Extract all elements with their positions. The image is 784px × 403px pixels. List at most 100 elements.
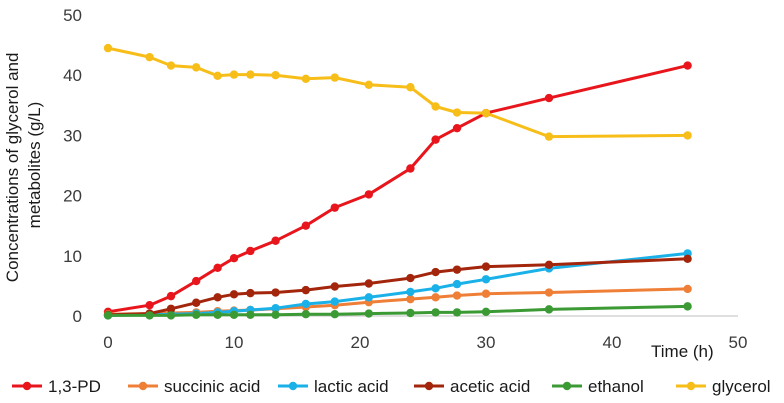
data-point-1-3-pd (229, 254, 239, 263)
data-point-acetic-acid (213, 293, 222, 302)
data-point-ethanol (406, 308, 415, 318)
legend-swatch-marker (22, 381, 32, 391)
data-point-succinic-acid (452, 291, 462, 300)
data-point-1-3-pd (145, 300, 154, 310)
data-point-acetic-acid (481, 262, 491, 271)
data-point-1-3-pd (683, 61, 692, 70)
series-line-glycerol (106, 46, 690, 139)
legend-label: 1,3-PD (48, 377, 101, 396)
legend: 1,3-PD succinic acid lactic acid acetic aci… (12, 377, 771, 396)
data-point-acetic-acid (452, 265, 462, 274)
plot-area: 0 10 20 30 40 50 0 10 20 30 40 50 (63, 6, 747, 352)
y-tick-labels: 0 10 20 30 40 50 (63, 6, 82, 326)
data-point-ethanol (192, 310, 201, 319)
legend-item-1-3-pd: 1,3-PD (12, 377, 101, 396)
x-tick-label: 20 (351, 333, 370, 352)
data-point-1-3-pd (246, 246, 255, 256)
legend-item-succinic-acid: succinic acid (128, 377, 260, 396)
data-point-ethanol (213, 310, 222, 319)
x-axis-title: Time (h) (651, 342, 714, 361)
y-axis-title-line-2: metabolites (g/L) (25, 102, 44, 229)
series-points-ethanol (103, 302, 692, 320)
data-point-glycerol (364, 80, 374, 90)
data-point-lactic-acid (406, 287, 415, 297)
data-point-acetic-acid (683, 254, 692, 264)
data-point-acetic-acid (364, 279, 374, 288)
y-tick-label: 30 (63, 126, 82, 145)
data-point-glycerol (452, 108, 462, 117)
data-point-1-3-pd (166, 291, 176, 301)
data-point-glycerol (481, 108, 491, 118)
data-point-1-3-pd (452, 123, 462, 133)
legend-label: lactic acid (314, 377, 389, 396)
data-point-acetic-acid (166, 304, 176, 313)
data-point-1-3-pd (406, 164, 415, 173)
data-point-ethanol (431, 308, 440, 317)
data-point-ethanol (364, 309, 374, 318)
data-point-succinic-acid (431, 293, 440, 302)
y-tick-label: 0 (73, 307, 82, 326)
data-point-ethanol (330, 309, 339, 319)
data-point-glycerol (544, 132, 554, 141)
y-tick-label: 20 (63, 187, 82, 206)
data-point-1-3-pd (544, 93, 554, 103)
legend-item-lactic-acid: lactic acid (278, 377, 389, 396)
legend-label: ethanol (588, 377, 644, 396)
data-point-ethanol (229, 310, 239, 319)
data-point-ethanol (246, 310, 255, 319)
x-tick-label: 10 (225, 333, 244, 352)
legend-swatch-marker (686, 381, 696, 391)
legend-item-glycerol: glycerol (676, 377, 771, 396)
data-point-1-3-pd (301, 221, 311, 230)
x-tick-label: 30 (477, 333, 496, 352)
data-point-1-3-pd (364, 190, 374, 199)
data-point-lactic-acid (301, 299, 311, 309)
series-lines (106, 46, 690, 317)
legend-item-ethanol: ethanol (552, 377, 644, 396)
data-point-glycerol (192, 63, 201, 72)
series-points-1-3-pd (103, 61, 692, 316)
data-point-lactic-acid (364, 293, 374, 302)
data-point-acetic-acid (406, 273, 415, 283)
data-point-glycerol (229, 70, 239, 79)
y-axis-title: Concentrations of glycerol and metabolit… (3, 48, 44, 282)
data-point-glycerol (246, 70, 255, 79)
data-point-acetic-acid (544, 260, 554, 270)
data-point-glycerol (213, 71, 222, 81)
data-point-glycerol (145, 52, 154, 62)
x-tick-label: 40 (603, 333, 622, 352)
data-point-ethanol (145, 311, 154, 320)
x-tick-labels: 0 10 20 30 40 50 (103, 333, 747, 352)
series-points-glycerol (103, 43, 692, 141)
data-point-1-3-pd (330, 203, 339, 212)
legend-swatch-marker (562, 381, 572, 391)
legend-label: succinic acid (164, 377, 260, 396)
data-point-lactic-acid (481, 275, 491, 284)
legend-swatch-marker (138, 381, 148, 391)
data-point-glycerol (330, 73, 339, 82)
data-point-ethanol (452, 308, 462, 317)
legend-label: glycerol (712, 377, 771, 396)
data-point-ethanol (544, 305, 554, 314)
y-axis-title-line-1: Concentrations of glycerol and (3, 53, 22, 283)
data-point-succinic-acid (481, 289, 491, 298)
data-point-acetic-acid (229, 290, 239, 299)
y-tick-label: 50 (63, 6, 82, 25)
data-point-1-3-pd (271, 236, 280, 245)
data-point-glycerol (301, 74, 311, 84)
data-point-succinic-acid (683, 284, 692, 294)
legend-swatch-marker (288, 381, 298, 391)
data-point-acetic-acid (246, 288, 255, 298)
data-point-ethanol (683, 302, 692, 311)
data-point-glycerol (103, 43, 113, 53)
data-point-acetic-acid (301, 285, 311, 295)
data-point-lactic-acid (271, 303, 280, 313)
data-point-acetic-acid (271, 288, 280, 297)
data-point-ethanol (271, 310, 280, 319)
data-point-succinic-acid (406, 294, 415, 304)
legend-item-acetic-acid: acetic acid (414, 377, 530, 396)
y-tick-label: 10 (63, 247, 82, 266)
data-point-lactic-acid (330, 297, 339, 306)
data-point-1-3-pd (213, 263, 222, 273)
data-point-ethanol (166, 311, 176, 320)
